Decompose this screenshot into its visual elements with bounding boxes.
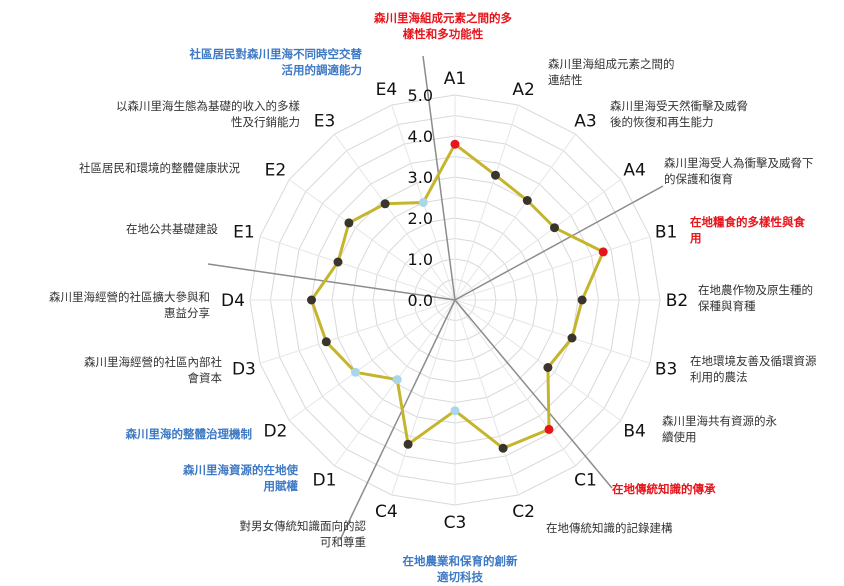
desc-C2: 在地傳統知識的記錄建構 [546,521,673,535]
grid-spoke [454,299,651,364]
desc-E3: 以森川里海生態為基礎的收入的多樣 性及行銷能力 [116,99,300,129]
data-point-a1 [450,139,460,149]
desc-D4: 森川里海經營的社區擴大參與和 惠益分享 [49,290,210,320]
data-point-c2 [498,443,508,453]
axis-label-b2: B2 [666,291,688,311]
axis-label-c2: C2 [512,502,535,522]
grid-spoke [454,179,622,301]
desc-A2: 森川里海組成元素之間的 連結性 [548,57,675,87]
axis-label-b3: B3 [655,360,677,380]
data-point-a2 [491,170,500,180]
tick-label: 0.0 [408,291,433,310]
tick-label: 5.0 [408,86,433,105]
axis-label-c1: C1 [574,471,597,491]
desc-D1: 森川里海資源的在地使 用賦權 [183,463,298,493]
desc-C4: 對男女傳統知識面向的認 可和尊重 [239,519,367,549]
data-point-b3 [567,333,577,343]
tick-label: 1.0 [408,250,433,269]
grid-spoke [454,236,651,301]
category-divider [422,55,456,301]
axis-code-labels: A1 A2 A3 A4 B1 B2 B3 B4 C1 C2 C3 C4 D1 D2 D3 D4 E1 E2 E3 E4 [221,69,688,533]
desc-A4: 森川里海受人為衝擊及威脅下 的保護和復育 [664,156,814,186]
axis-label-e3: E3 [314,111,336,131]
category-divider [339,299,456,541]
tick-label: 3.0 [408,168,433,187]
grid-spoke [454,133,576,301]
axis-label-d2: D2 [263,422,287,442]
desc-B3: 在地環境友善及循環資源 利用的農法 [690,354,817,384]
radar-axis-lines [207,55,664,541]
data-point-a4 [550,223,559,233]
axis-label-d4: D4 [221,291,245,311]
category-divider [454,185,664,301]
axis-label-a4: A4 [623,161,645,181]
desc-B2: 在地農作物及原生種的 保種與育種 [698,283,813,313]
grid-spoke [454,299,576,467]
data-point-e2 [344,218,354,228]
axis-label-a3: A3 [574,111,596,131]
axis-label-b1: B1 [655,222,677,242]
desc-D2: 森川里海的整體治理機制 [125,427,253,441]
data-point-b4 [543,363,553,372]
grid-spoke [334,133,456,301]
desc-A3: 森川里海受天然衝擊及威脅 後的恢復和再生能力 [610,99,748,129]
data-point-c1 [544,424,554,434]
data-point-d4 [307,295,316,305]
data-point-c3 [450,406,460,416]
data-point-d1 [392,375,402,385]
desc-E2: 社區居民和環境的整體健康狀況 [79,161,240,175]
grid-spoke [288,299,456,421]
data-point-a3 [522,196,532,205]
desc-B4: 森川里海共有資源的永 續使用 [662,414,777,444]
data-point-e4 [418,198,428,207]
grid-spoke [454,299,622,421]
axis-label-a1: A1 [444,69,466,89]
axis-label-a2: A2 [512,80,534,100]
data-point-c4 [403,439,413,449]
axis-label-c3: C3 [444,513,467,533]
axis-label-e2: E2 [265,161,287,181]
desc-A1: 森川里海組成元素之間的多 樣性和多功能性 [374,11,512,41]
category-divider [454,299,613,489]
axis-label-c4: C4 [375,502,398,522]
grid-spoke [288,179,456,301]
desc-C3: 在地農業和保育的創新 適切科技 [402,554,518,584]
desc-C1: 在地傳統知識的傳承 [612,482,716,496]
axis-label-b4: B4 [623,422,645,442]
grid-spoke [454,299,519,496]
data-point-e3 [380,199,390,209]
tick-label: 2.0 [408,209,433,228]
axis-label-e4: E4 [376,80,398,100]
desc-E1: 在地公共基礎建設 [126,222,218,236]
grid-spoke [454,104,519,301]
grid-spoke [391,299,456,496]
axis-label-d1: D1 [313,471,337,491]
data-point-d3 [321,337,331,347]
grid-spoke [259,236,456,301]
radial-tick-labels: 0.0 1.0 2.0 3.0 4.0 5.0 [408,86,433,310]
axis-label-d3: D3 [232,360,256,380]
desc-E4: 社區居民對森川里海不同時空交替 活用的調適能力 [189,47,363,77]
desc-B1: 在地糧食的多樣性與食用 [690,215,805,245]
data-point-b2 [577,295,587,305]
desc-D3: 森川里海經營的社區內部社 會資本 [84,355,222,385]
axis-label-e1: E1 [233,222,255,242]
radar-grid [249,94,661,506]
data-points [307,139,608,453]
grid-spoke [259,299,456,364]
data-point-b1 [598,247,608,257]
tick-label: 4.0 [408,127,433,146]
data-point-d2 [351,367,360,377]
category-divider [207,263,456,301]
data-point-e1 [333,257,343,267]
